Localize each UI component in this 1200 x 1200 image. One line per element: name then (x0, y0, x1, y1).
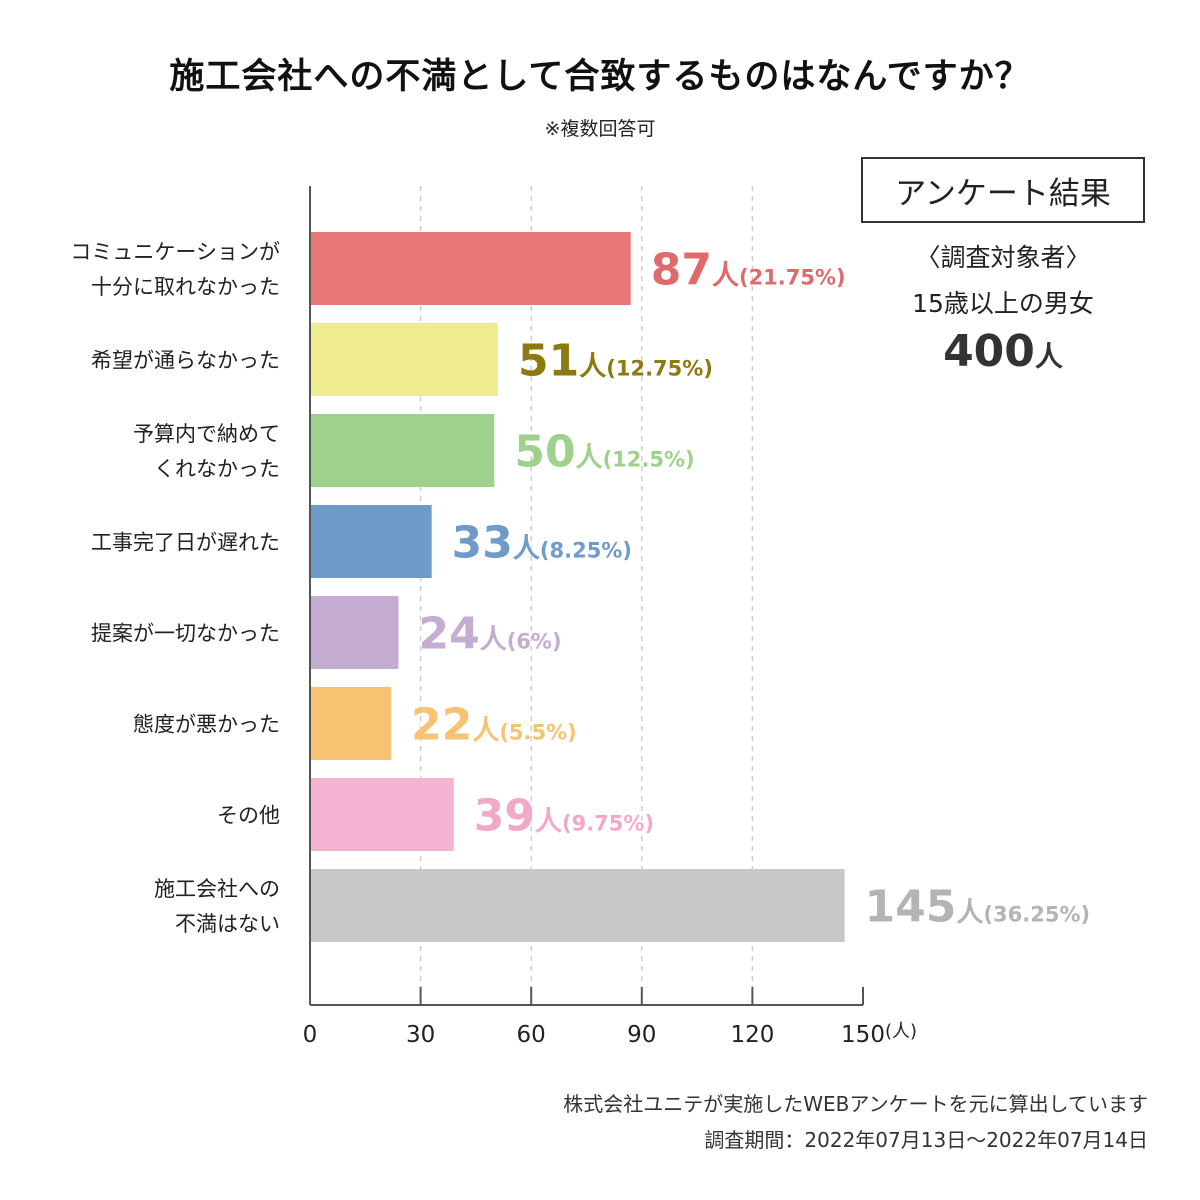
data-label-1: 51人(12.75%) (518, 336, 713, 387)
data-label-percent: (5.5%) (499, 721, 576, 745)
data-label-value: 51 (518, 336, 579, 387)
data-label-value: 22 (411, 700, 472, 751)
target-count: 400人 (861, 326, 1145, 377)
data-label-value: 50 (514, 427, 575, 478)
chart-subtitle: ※複数回答可 (544, 118, 656, 140)
x-tick-label-90: 90 (627, 1022, 656, 1048)
category-label-line: 予算内で納めて (133, 422, 280, 446)
data-label-0: 87人(21.75%) (651, 245, 846, 296)
x-tick-label-30: 30 (406, 1022, 435, 1048)
target-description: 15歳以上の男女 (912, 289, 1094, 318)
data-label-6: 39人(9.75%) (474, 791, 654, 842)
category-label-5: 態度が悪かった (133, 713, 280, 737)
data-label-percent: (8.25%) (540, 539, 632, 563)
bar-6 (310, 778, 454, 851)
data-label-value: 39 (474, 791, 535, 842)
data-label-3: 33人(8.25%) (452, 518, 632, 569)
x-tick-label-120: 120 (730, 1022, 774, 1048)
data-label-percent: (6%) (507, 630, 562, 654)
x-axis-unit-label: (人) (885, 1021, 917, 1042)
category-label-line: コミュニケーションが (70, 240, 280, 264)
chart-title: 施工会社への不満として合致するものはなんですか？ (169, 57, 1031, 97)
bar-0 (310, 232, 631, 305)
category-label-line: その他 (217, 804, 280, 828)
x-tick-label-60: 60 (517, 1022, 546, 1048)
target-count-value: 400 (943, 326, 1035, 377)
category-label-7: 施工会社への不満はない (154, 877, 280, 936)
category-label-line: 提案が一切なかった (91, 622, 280, 646)
data-label-value: 145 (865, 882, 957, 933)
survey-result-box: アンケート結果 (861, 157, 1145, 223)
bar-2 (310, 414, 495, 487)
category-label-4: 提案が一切なかった (91, 622, 280, 646)
category-label-line: 希望が通らなかった (91, 349, 280, 373)
category-label-line: 態度が悪かった (133, 713, 280, 737)
category-label-3: 工事完了日が遅れた (91, 531, 280, 555)
category-label-line: 不満はない (175, 912, 280, 936)
data-label-value: 24 (418, 609, 479, 660)
target-count-unit: 人 (1034, 340, 1063, 373)
category-label-2: 予算内で納めてくれなかった (133, 422, 280, 481)
data-label-4: 24人(6%) (418, 609, 561, 660)
bar-7 (310, 869, 845, 942)
data-label-unit: 人 (579, 352, 606, 383)
data-label-unit: 人 (513, 534, 540, 565)
bar-1 (310, 323, 499, 396)
category-label-0: コミュニケーションが十分に取れなかった (70, 240, 280, 299)
data-label-percent: (21.75%) (739, 266, 846, 290)
category-label-6: その他 (217, 804, 280, 828)
category-label-line: 工事完了日が遅れた (91, 531, 280, 555)
data-label-7: 145人(36.25%) (865, 882, 1091, 933)
category-label-line: 施工会社への (154, 877, 280, 901)
data-label-percent: (9.75%) (562, 812, 654, 836)
category-label-line: くれなかった (154, 457, 280, 481)
survey-result-label: アンケート結果 (895, 175, 1111, 212)
data-label-value: 33 (452, 518, 513, 569)
target-label: 〈調査対象者〉 (915, 243, 1091, 272)
bar-3 (310, 505, 432, 578)
x-tick-label-0: 0 (303, 1022, 318, 1048)
data-label-unit: 人 (472, 716, 499, 747)
x-tick-label-150: 150 (841, 1022, 885, 1048)
category-label-1: 希望が通らなかった (91, 349, 280, 373)
data-label-unit: 人 (956, 898, 983, 929)
data-label-5: 22人(5.5%) (411, 700, 577, 751)
data-label-unit: 人 (535, 807, 562, 838)
data-label-unit: 人 (576, 443, 603, 474)
bar-5 (310, 687, 392, 760)
survey-period: 調査期間：2022年07月13日〜2022年07月14日 (704, 1128, 1148, 1152)
bar-4 (310, 596, 399, 669)
category-label-line: 十分に取れなかった (91, 275, 280, 299)
data-label-2: 50人(12.5%) (514, 427, 694, 478)
footer-note: 株式会社ユニテが実施したWEBアンケートを元に算出しています (563, 1092, 1148, 1116)
data-label-unit: 人 (712, 261, 739, 292)
data-label-unit: 人 (480, 625, 507, 656)
data-label-percent: (12.75%) (606, 357, 713, 381)
data-label-percent: (12.5%) (603, 448, 695, 472)
data-label-percent: (36.25%) (983, 903, 1090, 927)
data-label-value: 87 (651, 245, 712, 296)
